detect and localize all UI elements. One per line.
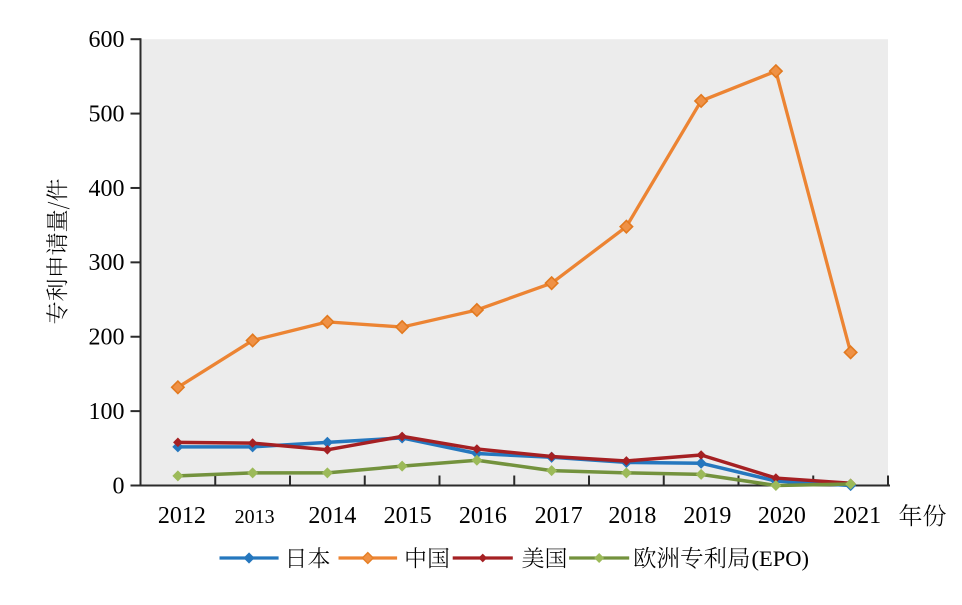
svg-text:2015: 2015 bbox=[384, 503, 432, 529]
svg-text:200: 200 bbox=[89, 325, 125, 351]
svg-text:2012: 2012 bbox=[158, 503, 206, 529]
svg-text:2013: 2013 bbox=[235, 506, 275, 528]
svg-text:2014: 2014 bbox=[308, 503, 356, 529]
svg-text:300: 300 bbox=[89, 250, 125, 276]
svg-text:2016: 2016 bbox=[459, 503, 507, 529]
svg-text:2020: 2020 bbox=[758, 503, 806, 529]
svg-text:600: 600 bbox=[89, 27, 125, 53]
svg-text:(EPO): (EPO) bbox=[752, 546, 810, 571]
svg-text:2017: 2017 bbox=[535, 503, 583, 529]
svg-text:0: 0 bbox=[113, 473, 125, 499]
svg-text:2018: 2018 bbox=[608, 503, 656, 529]
svg-text:400: 400 bbox=[89, 176, 125, 202]
svg-text:2019: 2019 bbox=[683, 503, 731, 529]
svg-text:2021: 2021 bbox=[833, 503, 881, 529]
svg-text:500: 500 bbox=[89, 101, 125, 127]
svg-text:100: 100 bbox=[89, 399, 125, 425]
